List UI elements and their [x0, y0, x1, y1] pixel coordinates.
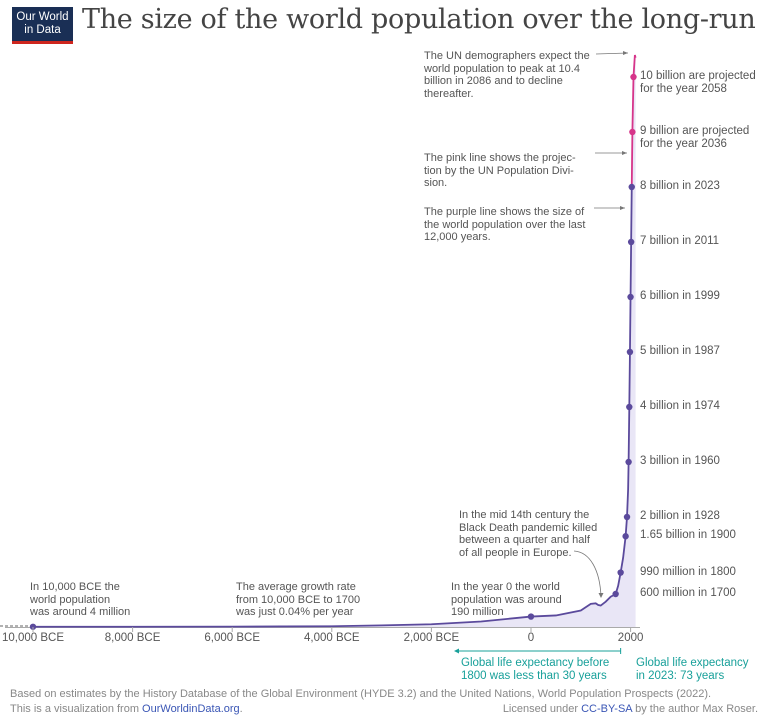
license-link[interactable]: CC-BY-SA — [581, 703, 633, 715]
data-point — [612, 590, 619, 598]
x-tick-label: 6,000 BCE — [204, 632, 260, 644]
data-point-label: 5 billion in 1987 — [640, 345, 720, 357]
owid-link[interactable]: OurWorldinData.org — [142, 703, 240, 715]
data-point — [622, 533, 629, 540]
data-point — [625, 458, 632, 466]
footer-source: Based on estimates by the History Databa… — [10, 688, 712, 700]
data-point-label: 3 billion in 1960 — [640, 455, 720, 467]
data-point — [626, 348, 634, 356]
data-point — [629, 128, 636, 136]
x-tick-label: 10,000 BCE — [1, 632, 65, 644]
x-tick-label: 0 — [527, 632, 535, 644]
owid-logo[interactable]: Our World in Data — [12, 7, 73, 44]
data-point-label: 600 million in 1700 — [640, 587, 736, 599]
license-prefix: Licensed under — [502, 703, 582, 715]
data-point-label: 10 billion are projected for the year 20… — [640, 70, 756, 95]
x-tick-label: 2,000 BCE — [403, 632, 460, 644]
data-point — [628, 183, 635, 191]
arrow-black-death-head — [598, 593, 604, 598]
arrow-peak — [595, 52, 629, 55]
data-point — [627, 238, 635, 246]
arrow-black-death — [573, 550, 602, 598]
x-tick-label: 4,000 BCE — [303, 632, 360, 644]
data-point — [630, 73, 637, 81]
data-point-label: 990 million in 1800 — [640, 565, 736, 578]
data-point — [617, 569, 624, 576]
footer-viz-suffix: . — [239, 703, 243, 715]
data-point — [29, 623, 37, 630]
annotation-10000bce: In 10,000 BCE the world population was a… — [30, 581, 131, 618]
data-point-label: 1.65 billion in 1900 — [640, 529, 736, 542]
data-point-label: 8 billion in 2023 — [640, 180, 720, 192]
data-point — [626, 403, 633, 411]
logo-line2: in Data — [24, 24, 61, 36]
data-point-label: 6 billion in 1999 — [640, 290, 720, 302]
footer-viz: This is a visualization from OurWorldinD… — [10, 703, 243, 715]
data-point — [627, 293, 634, 301]
annotation-life-expectancy-before: Global life expectancy before 1800 was l… — [461, 657, 610, 682]
annotation-peak: The UN demographers expect the world pop… — [424, 50, 590, 100]
x-tick-label: 8,000 BCE — [104, 632, 161, 644]
annotation-pink-line: The pink line shows the projec- tion by … — [424, 152, 576, 189]
data-point-label: 4 billion in 1974 — [640, 400, 720, 412]
data-point-label: 7 billion in 2011 — [640, 235, 720, 247]
arrow-purple-head — [620, 206, 625, 210]
chart-title: The size of the world population over th… — [82, 4, 756, 35]
license-suffix: by the author Max Roser. — [632, 703, 758, 715]
annotation-growth-rate: The average growth rate from 10,000 BCE … — [236, 581, 361, 618]
annotation-year0: In the year 0 the world population was a… — [451, 581, 562, 618]
footer-viz-prefix: This is a visualization from — [10, 703, 143, 715]
annotation-life-expectancy-2023: Global life expectancy in 2023: 73 years — [636, 657, 749, 682]
footer-license: Licensed under CC-BY-SA by the author Ma… — [503, 703, 758, 715]
annotation-black-death: In the mid 14th century the Black Death … — [459, 509, 598, 559]
arrow-peak-head — [623, 51, 628, 55]
historical-line — [32, 186, 633, 628]
arrow-pink-head — [622, 151, 627, 155]
life-expectancy-arrow-head — [454, 648, 459, 654]
data-point-label: 2 billion in 1928 — [640, 510, 720, 522]
annotation-purple-line: The purple line shows the size of the wo… — [424, 206, 586, 243]
x-tick-label: 2000 — [617, 632, 644, 644]
data-point — [527, 613, 535, 620]
data-point — [623, 513, 631, 521]
data-point-label: 9 billion are projected for the year 203… — [640, 125, 750, 150]
logo-line1: Our World — [16, 11, 69, 23]
